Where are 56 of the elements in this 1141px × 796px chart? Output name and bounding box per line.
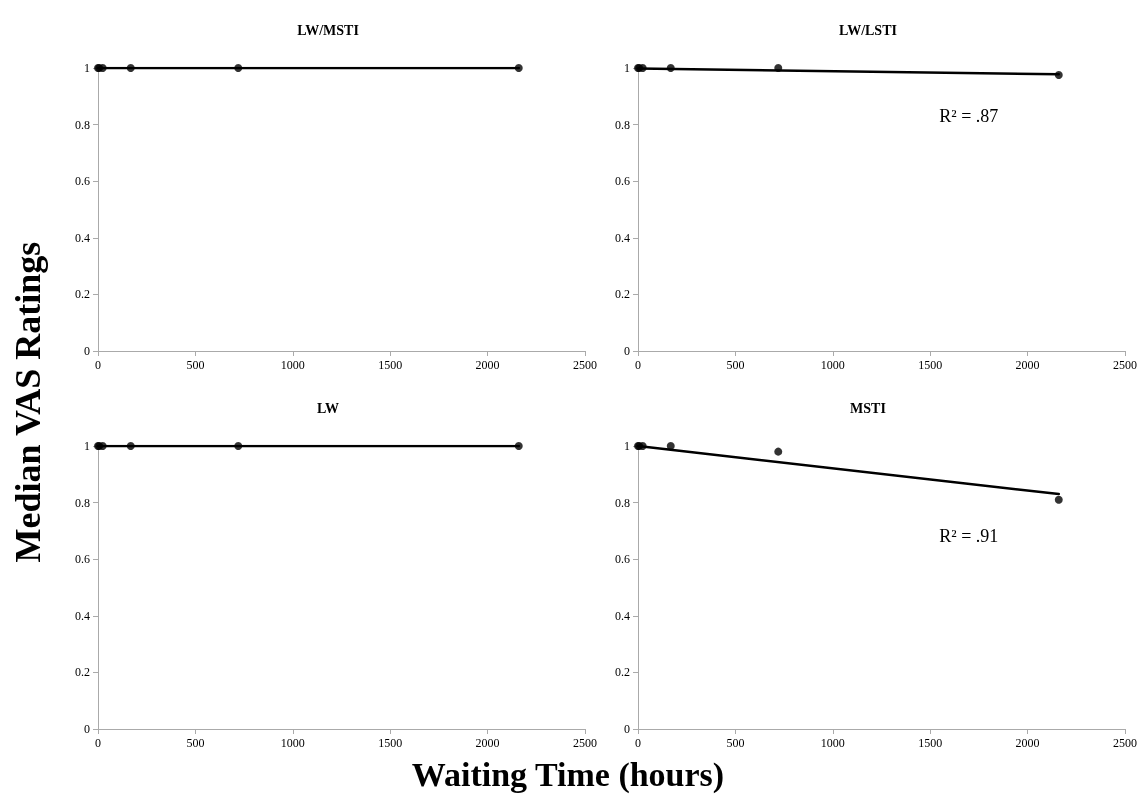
chart-title: LW	[316, 400, 340, 416]
y-tick-label: 0.4	[615, 608, 630, 623]
y-tick-label: 0	[84, 344, 90, 358]
x-tick-label: 0	[95, 358, 101, 372]
x-tick-label: 2000	[1015, 736, 1040, 750]
y-tick-label: 0.6	[615, 174, 630, 189]
y-tick-label: 1	[84, 61, 90, 75]
y-axis-title: Median VAS Ratings	[7, 241, 49, 563]
x-tick-label: 0	[95, 736, 101, 750]
y-tick-label: 0.6	[615, 552, 630, 567]
y-tick-label: 0.4	[75, 230, 90, 245]
x-tick-label: 1500	[918, 358, 943, 372]
y-tick-label: 0.4	[75, 608, 90, 623]
y-tick-label: 0.8	[615, 117, 630, 132]
y-tick-label: 0.2	[615, 287, 630, 302]
y-tick-label: 1	[624, 439, 630, 453]
x-tick-label: 1000	[280, 358, 305, 372]
x-tick-label: 500	[186, 736, 205, 750]
y-tick-label: 0	[84, 722, 90, 736]
y-tick-label: 1	[624, 61, 630, 75]
y-tick-label: 0.6	[75, 552, 90, 567]
x-tick-label: 1500	[378, 358, 403, 372]
x-tick-label: 2000	[475, 358, 500, 372]
x-tick-label: 500	[186, 358, 205, 372]
chart-title: LW/MSTI	[297, 22, 359, 38]
x-tick-label: 2500	[573, 358, 597, 372]
x-tick-label: 0	[635, 358, 641, 372]
y-tick-label: 0.4	[615, 230, 630, 245]
x-tick-label: 1000	[820, 736, 845, 750]
y-tick-label: 0.6	[75, 174, 90, 189]
y-tick-label: 1	[84, 439, 90, 453]
x-tick-label: 1500	[378, 736, 403, 750]
annotation: R² = .91	[939, 526, 999, 547]
x-tick-label: 1000	[280, 736, 305, 750]
y-tick-label: 0.2	[75, 665, 90, 680]
x-tick-label: 2500	[1113, 358, 1137, 372]
x-axis-title: Waiting Time (hours)	[411, 756, 725, 794]
y-tick-label: 0	[624, 344, 630, 358]
x-tick-label: 500	[726, 358, 745, 372]
y-tick-label: 0.8	[75, 495, 90, 510]
y-tick-label: 0.2	[75, 287, 90, 302]
x-tick-label: 500	[726, 736, 745, 750]
x-tick-label: 2500	[1113, 736, 1137, 750]
y-tick-label: 0	[624, 722, 630, 736]
y-tick-label: 0.8	[75, 117, 90, 132]
x-tick-label: 2000	[475, 736, 500, 750]
chart-title: LW/LSTI	[839, 22, 897, 38]
x-tick-label: 1000	[820, 358, 845, 372]
y-tick-label: 0.8	[615, 495, 630, 510]
chart-title: MSTI	[850, 400, 886, 416]
annotation: R² = .87	[939, 106, 999, 127]
x-tick-label: 2500	[573, 736, 597, 750]
x-tick-label: 0	[635, 736, 641, 750]
x-tick-label: 1500	[918, 736, 943, 750]
y-tick-label: 0.2	[615, 665, 630, 680]
x-tick-label: 2000	[1015, 358, 1040, 372]
